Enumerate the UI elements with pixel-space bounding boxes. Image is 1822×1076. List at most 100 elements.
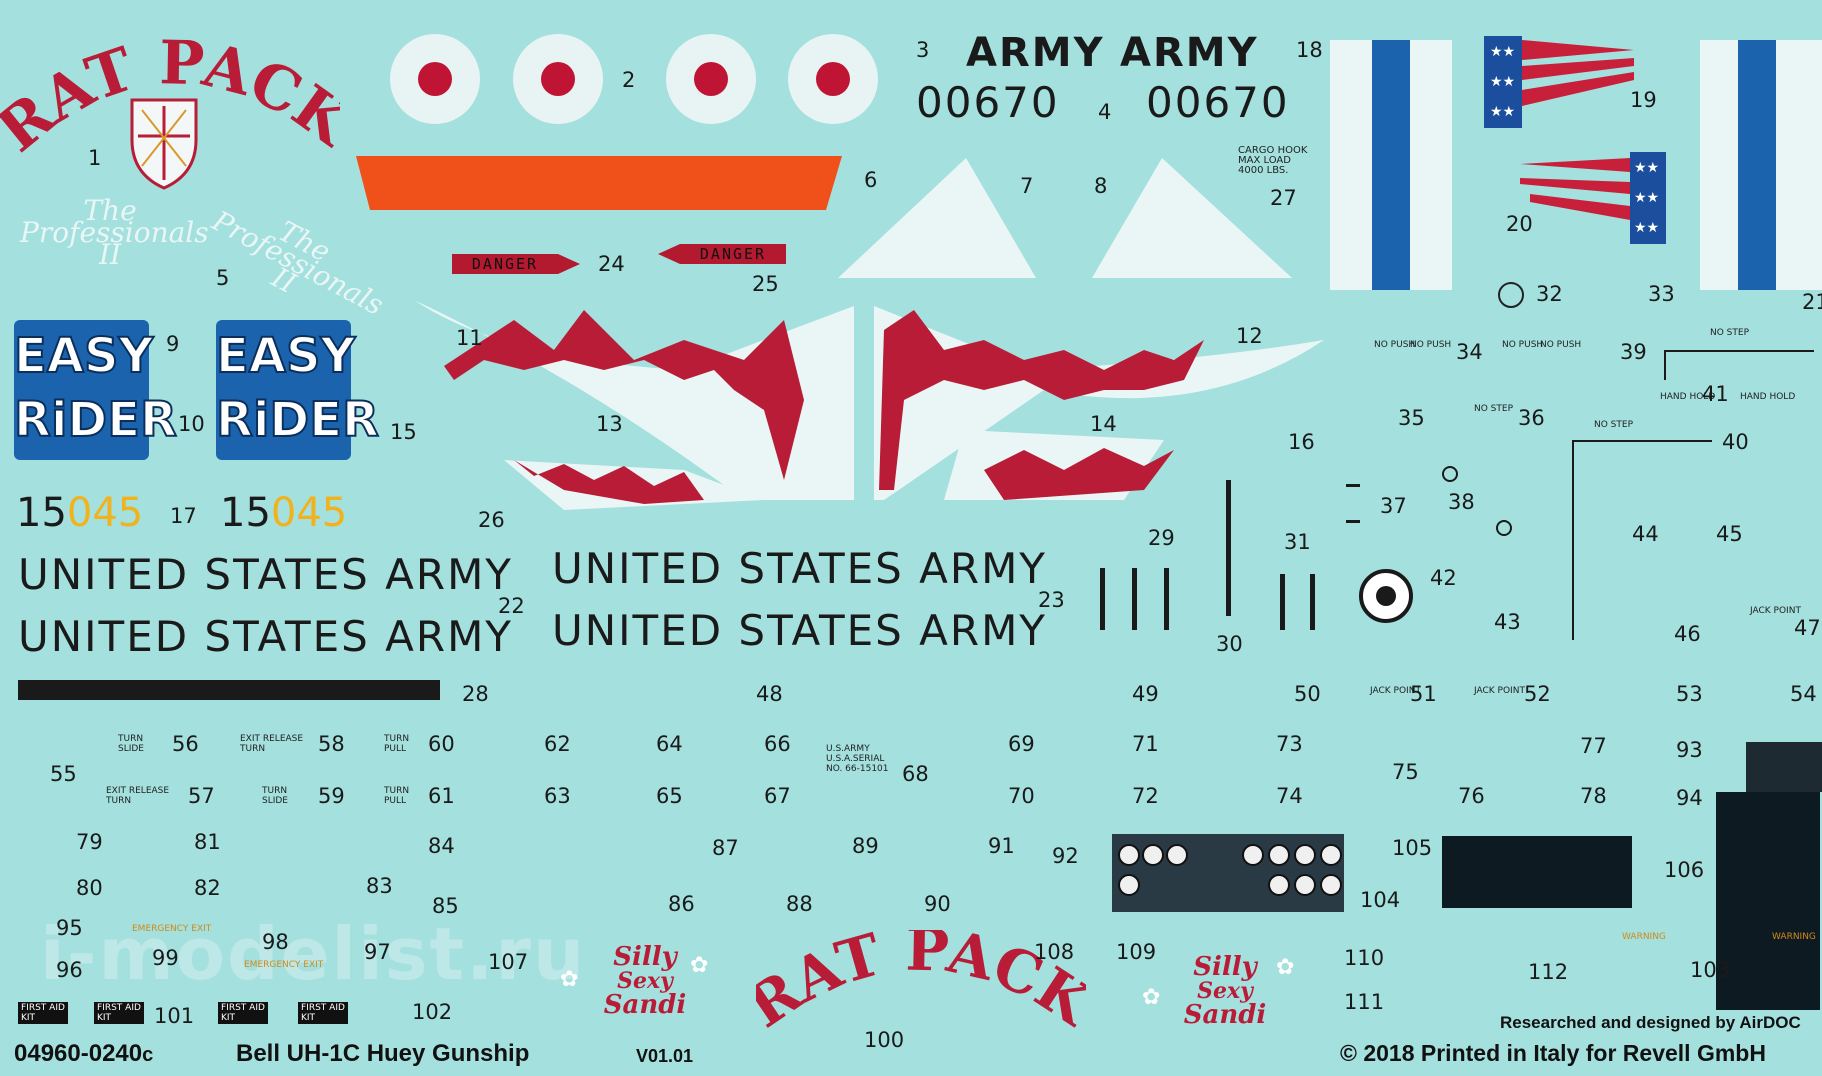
decal-number-30: 30: [1216, 632, 1243, 656]
roundel-1: [390, 34, 480, 124]
decal-number-41: 41: [1702, 382, 1729, 406]
step-line: [1310, 574, 1315, 630]
white-stripe-1: [1330, 40, 1372, 290]
sandi-text: Sandi: [603, 990, 687, 1020]
jack-point-label: JACK POINT: [1750, 606, 1801, 616]
rider-text: RiDER: [215, 391, 380, 449]
step-line: [1226, 480, 1231, 616]
step-line: [1164, 568, 1169, 630]
no-step-line: [1572, 440, 1712, 442]
decal-number-17: 17: [170, 504, 197, 528]
decal-number-36: 36: [1518, 406, 1545, 430]
decal-number-96: 96: [56, 958, 83, 982]
sexy-text: Sexy: [617, 968, 673, 994]
hand-hold-label: HAND HOLD: [1660, 392, 1716, 402]
emergency-exit-label: EMERGENCY EXIT: [132, 924, 212, 934]
gauge: [1242, 844, 1264, 866]
emblem-32: [1498, 282, 1524, 308]
jack-point-label: JACK POINT: [1474, 686, 1525, 696]
decal-number-48: 48: [756, 682, 783, 706]
decal-number-7: 7: [1020, 174, 1034, 198]
no-push-label: NO PUSH: [1374, 340, 1416, 350]
stencil-circle: [1442, 466, 1458, 482]
decal-number-31: 31: [1284, 530, 1311, 554]
decal-number-32: 32: [1536, 282, 1563, 306]
decal-number-78: 78: [1580, 784, 1607, 808]
decal-number-40: 40: [1722, 430, 1749, 454]
hand-hold-label: HAND HOLD: [1740, 392, 1796, 402]
no-push-label: NO PUSH: [1502, 340, 1544, 350]
svg-text:★★: ★★: [1634, 159, 1659, 175]
danger-arrow-right: [558, 254, 580, 274]
decal-number-69: 69: [1008, 732, 1035, 756]
daisy-icon: ✿: [560, 966, 579, 991]
no-step-line: [1572, 440, 1574, 640]
decal-number-35: 35: [1398, 406, 1425, 430]
danger-label-1: DANGER: [452, 254, 558, 274]
no-step-line: [1664, 350, 1666, 380]
decal-number-97: 97: [364, 940, 391, 964]
decal-number-86: 86: [668, 892, 695, 916]
stencil-dash: [1346, 520, 1360, 523]
decal-number-89: 89: [852, 834, 879, 858]
army-text-1: ARMY: [966, 30, 1105, 76]
decal-number-56: 56: [172, 732, 199, 756]
decal-number-103: 103: [1690, 958, 1731, 982]
decal-number-28: 28: [462, 682, 489, 706]
step-line: [1132, 568, 1137, 630]
decal-number-112: 112: [1528, 960, 1569, 984]
decal-number-93: 93: [1676, 738, 1703, 762]
decal-number-54: 54: [1790, 682, 1817, 706]
decal-number-21: 21: [1802, 290, 1822, 314]
decal-number-110: 110: [1344, 946, 1385, 970]
army-serial-2: 00670: [1146, 78, 1290, 127]
decal-number-44: 44: [1632, 522, 1659, 546]
gauge: [1294, 874, 1316, 896]
gauge: [1268, 874, 1290, 896]
decal-number-111: 111: [1344, 990, 1385, 1014]
decal-number-107: 107: [488, 950, 529, 974]
svg-text:★★: ★★: [1490, 103, 1515, 119]
decal-number-4: 4: [1098, 100, 1112, 124]
decal-number-45: 45: [1716, 522, 1743, 546]
silly-text: Silly: [613, 942, 677, 972]
step-line: [1280, 574, 1285, 630]
no-step-label: NO STEP: [1710, 328, 1750, 338]
sheet-code-suffix: c: [142, 1044, 154, 1066]
white-stripe-4: [1776, 40, 1822, 290]
rider-text: RiDER: [13, 391, 178, 449]
decal-number-33: 33: [1648, 282, 1675, 306]
copyright-text: © 2018 Printed in Italy for Revell GmbH: [1340, 1040, 1766, 1066]
crest-shield: [130, 98, 198, 190]
decal-number-81: 81: [194, 830, 221, 854]
decal-number-73: 73: [1276, 732, 1303, 756]
decal-number-58: 58: [318, 732, 345, 756]
decal-number-20: 20: [1506, 212, 1533, 236]
decal-number-60: 60: [428, 732, 455, 756]
sandi-text: Sandi: [1183, 1000, 1267, 1030]
decal-number-53: 53: [1676, 682, 1703, 706]
sexy-text: Sexy: [1197, 978, 1253, 1004]
stencil-circle: [1496, 520, 1512, 536]
danger-arrow-left: [658, 244, 680, 264]
usarmy-text-2: UNITED STATES ARMY: [18, 612, 513, 661]
silly-sexy-sandi-2: Silly Sexy Sandi: [1140, 954, 1310, 1028]
decal-number-11: 11: [456, 326, 483, 350]
decal-number-90: 90: [924, 892, 951, 916]
danger-label-2: DANGER: [680, 244, 786, 264]
decal-number-63: 63: [544, 784, 571, 808]
decal-number-65: 65: [656, 784, 683, 808]
decal-number-46: 46: [1674, 622, 1701, 646]
overhead-console-panel: [1716, 792, 1820, 1010]
blue-stripe-1: [1372, 40, 1410, 290]
decal-number-100: 100: [864, 1028, 905, 1052]
roundel-4: [788, 34, 878, 124]
decal-number-79: 79: [76, 830, 103, 854]
decal-number-14: 14: [1090, 412, 1117, 436]
easy-text: EASY: [13, 327, 154, 385]
decal-number-61: 61: [428, 784, 455, 808]
decal-number-98: 98: [262, 930, 289, 954]
svg-text:★★: ★★: [1490, 43, 1515, 59]
decal-number-88: 88: [786, 892, 813, 916]
white-stripe-2: [1410, 40, 1452, 290]
